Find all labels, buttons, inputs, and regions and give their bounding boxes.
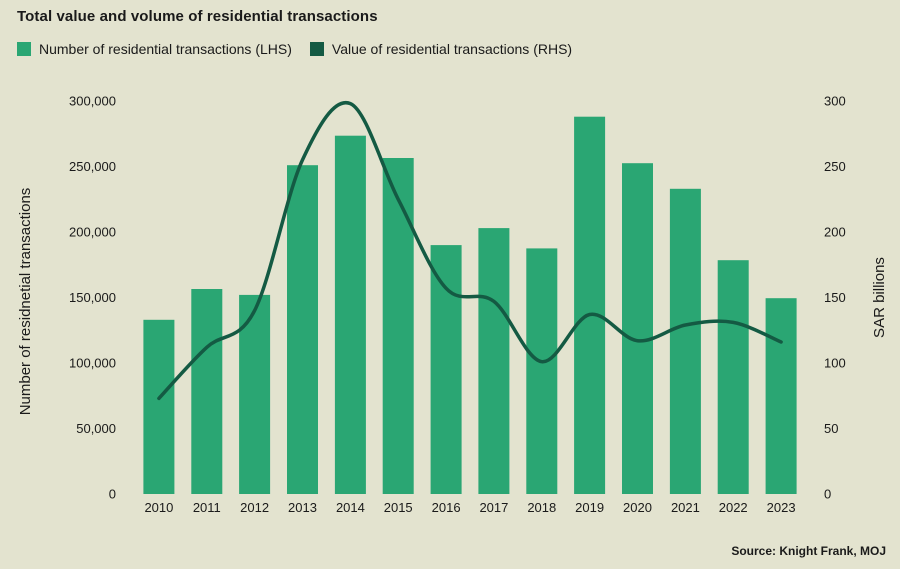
y-left-tick-label: 250,000 <box>69 159 116 174</box>
x-tick-label-2023: 2023 <box>767 500 796 515</box>
bar-2020 <box>622 163 653 494</box>
x-tick-label-2014: 2014 <box>336 500 365 515</box>
y-left-tick-label: 50,000 <box>76 421 116 436</box>
x-tick-label-2022: 2022 <box>719 500 748 515</box>
y-right-tick-label: 100 <box>824 356 846 371</box>
bar-2022 <box>717 260 749 494</box>
y-left-tick-label: 100,000 <box>69 356 116 371</box>
bar-2010 <box>143 319 175 494</box>
y-right-tick-label: 0 <box>824 487 831 502</box>
bar-2018 <box>526 248 558 494</box>
y-right-tick-label: 200 <box>824 225 846 240</box>
y-right-tick-label: 150 <box>824 290 846 305</box>
bar-2023 <box>765 298 797 494</box>
x-tick-label-2015: 2015 <box>384 500 413 515</box>
x-tick-label-2016: 2016 <box>432 500 461 515</box>
y-left-tick-label: 200,000 <box>69 225 116 240</box>
legend-label-value: Value of residential transactions (RHS) <box>331 41 573 57</box>
y-left-tick-label: 0 <box>109 487 116 502</box>
bar-2014 <box>334 135 366 494</box>
y-right-tick-label: 50 <box>824 421 838 436</box>
legend-label-transactions: Number of residential transactions (LHS) <box>39 41 292 57</box>
bar-2013 <box>287 165 318 494</box>
x-tick-label-2020: 2020 <box>623 500 652 515</box>
bar-2019 <box>574 116 606 494</box>
chart-title: Total value and volume of residential tr… <box>17 8 378 25</box>
bar-2011 <box>191 289 223 494</box>
x-tick-label-2010: 2010 <box>144 500 173 515</box>
legend-item-value: Value of residential transactions (RHS) <box>309 41 573 57</box>
bar-2021 <box>669 188 701 495</box>
x-tick-label-2021: 2021 <box>671 500 700 515</box>
y-right-tick-label: 250 <box>824 159 846 174</box>
chart-legend: Number of residential transactions (LHS)… <box>17 41 590 57</box>
y-right-axis-label: SAR billions <box>871 257 888 338</box>
value-line <box>157 100 783 401</box>
x-tick-label-2018: 2018 <box>527 500 556 515</box>
x-tick-label-2019: 2019 <box>575 500 604 515</box>
bar-2016 <box>430 245 462 494</box>
bar-2015 <box>382 158 414 494</box>
y-left-tick-label: 150,000 <box>69 290 116 305</box>
legend-item-transactions: Number of residential transactions (LHS) <box>17 41 292 57</box>
y-left-axis-label: Number of residnetial transactions <box>17 188 34 416</box>
x-tick-label-2012: 2012 <box>240 500 269 515</box>
legend-swatch-value <box>309 42 324 56</box>
legend-swatch-transactions <box>17 42 31 56</box>
x-tick-label-2011: 2011 <box>193 500 221 515</box>
bar-2017 <box>478 228 510 494</box>
x-tick-label-2013: 2013 <box>288 500 317 515</box>
y-right-tick-label: 300 <box>824 94 846 109</box>
x-tick-label-2017: 2017 <box>479 500 508 515</box>
y-left-tick-label: 300,000 <box>69 94 116 109</box>
chart-source: Source: Knight Frank, MOJ <box>731 544 886 558</box>
